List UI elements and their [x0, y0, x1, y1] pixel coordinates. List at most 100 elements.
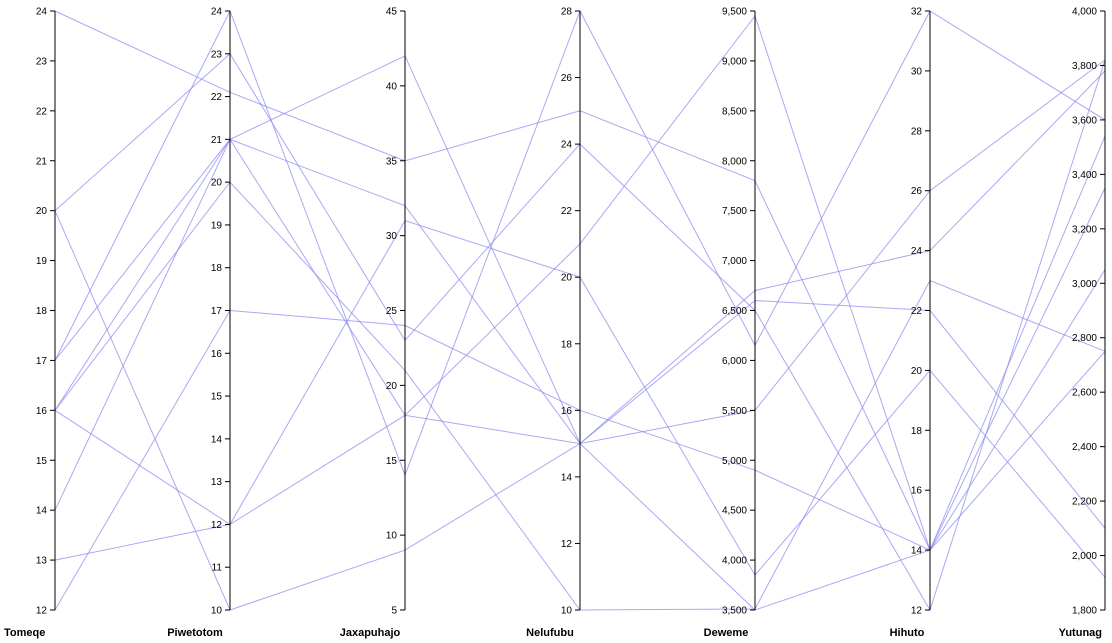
tick-label: 2,600 — [1072, 388, 1097, 399]
axis-label: Yutunag — [1059, 627, 1102, 639]
tick-label: 20 — [211, 178, 223, 189]
axis-tomeqe: 12 13 14 15 16 17 18 19 20 21 22 23 24 Tomeqe — [4, 7, 56, 639]
tick-label: 7,000 — [722, 256, 747, 267]
tick-label: 22 — [211, 92, 223, 103]
axis-label: Hihuto — [890, 627, 925, 639]
axis-label: Piwetotom — [167, 627, 223, 639]
tick-label: 7,500 — [722, 206, 747, 217]
tick-label: 28 — [911, 126, 923, 137]
tick-label: 5,000 — [722, 456, 747, 467]
tick-label: 6,500 — [722, 306, 747, 317]
tick-label: 24 — [211, 7, 223, 18]
tick-label: 22 — [36, 106, 48, 117]
tick-label: 20 — [36, 206, 48, 217]
tick-label: 18 — [211, 263, 223, 274]
tick-label: 3,400 — [1072, 170, 1097, 181]
tick-label: 16 — [211, 349, 223, 360]
tick-label: 20 — [561, 273, 573, 284]
axis-piwetotom: 10 11 12 13 14 15 16 17 18 19 20 21 22 23 24 Piwetotom — [167, 7, 231, 639]
tick-label: 22 — [911, 306, 923, 317]
tick-label: 16 — [911, 486, 923, 497]
tick-label: 14 — [911, 546, 923, 557]
tick-label: 30 — [911, 66, 923, 77]
tick-label: 30 — [386, 231, 398, 242]
tick-label: 3,600 — [1072, 115, 1097, 126]
tick-label: 3,500 — [722, 606, 747, 617]
tick-label: 9,500 — [722, 7, 747, 18]
tick-label: 26 — [911, 186, 923, 197]
tick-label: 5 — [391, 606, 397, 617]
tick-label: 17 — [36, 356, 48, 367]
tick-label: 20 — [386, 381, 398, 392]
tick-label: 18 — [36, 306, 48, 317]
tick-label: 15 — [386, 456, 398, 467]
tick-label: 13 — [36, 556, 48, 567]
axis-jaxapuhajo: 5 10 15 20 25 30 35 40 45 Jaxapuhajo — [340, 7, 406, 639]
tick-label: 18 — [911, 426, 923, 437]
tick-label: 2,400 — [1072, 442, 1097, 453]
axis-label: Deweme — [704, 627, 749, 639]
tick-label: 12 — [911, 606, 923, 617]
tick-label: 10 — [211, 606, 223, 617]
tick-label: 9,000 — [722, 56, 747, 67]
tick-label: 13 — [211, 477, 223, 488]
tick-label: 28 — [561, 7, 573, 18]
tick-label: 20 — [911, 366, 923, 377]
tick-label: 35 — [386, 156, 398, 167]
tick-label: 10 — [386, 531, 398, 542]
tick-label: 22 — [561, 206, 573, 217]
tick-label: 25 — [386, 306, 398, 317]
tick-label: 10 — [561, 606, 573, 617]
tick-label: 3,800 — [1072, 61, 1097, 72]
axis-label: Jaxapuhajo — [340, 627, 401, 639]
tick-label: 8,500 — [722, 106, 747, 117]
tick-label: 2,000 — [1072, 551, 1097, 562]
tick-label: 23 — [211, 49, 223, 60]
tick-label: 24 — [911, 246, 923, 257]
tick-label: 16 — [36, 406, 48, 417]
tick-label: 12 — [561, 539, 573, 550]
axis-label: Tomeqe — [4, 627, 45, 639]
axes-layer: 12 13 14 15 16 17 18 19 20 21 22 23 24 Tomeqe 10 11 12 13… — [4, 7, 1106, 639]
tick-label: 19 — [36, 256, 48, 267]
tick-label: 32 — [911, 7, 923, 18]
axis-deweme: 3,500 4,000 4,500 5,000 5,500 6,000 6,500 7,000… — [704, 7, 756, 639]
tick-label: 4,000 — [722, 556, 747, 567]
tick-label: 12 — [36, 606, 48, 617]
tick-label: 45 — [386, 7, 398, 18]
tick-label: 17 — [211, 306, 223, 317]
tick-label: 3,200 — [1072, 224, 1097, 235]
tick-label: 6,000 — [722, 356, 747, 367]
axis-hihuto: 12 14 16 18 20 22 24 26 28 30 32 Hihuto — [890, 7, 931, 639]
tick-label: 18 — [561, 339, 573, 350]
tick-label: 5,500 — [722, 406, 747, 417]
tick-label: 4,500 — [722, 506, 747, 517]
tick-label: 4,000 — [1072, 7, 1097, 18]
tick-label: 21 — [36, 156, 48, 167]
tick-label: 8,000 — [722, 156, 747, 167]
axis-label: Nelufubu — [526, 627, 574, 639]
tick-label: 15 — [36, 456, 48, 467]
tick-label: 14 — [36, 506, 48, 517]
tick-label: 40 — [386, 81, 398, 92]
tick-label: 2,800 — [1072, 333, 1097, 344]
tick-label: 1,800 — [1072, 606, 1097, 617]
tick-label: 11 — [212, 563, 223, 574]
tick-label: 3,000 — [1072, 279, 1097, 290]
tick-label: 24 — [561, 140, 573, 151]
tick-label: 2,200 — [1072, 497, 1097, 508]
tick-label: 19 — [211, 220, 223, 231]
tick-label: 16 — [561, 406, 573, 417]
axis-nelufubu: 10 12 14 16 18 20 22 24 26 28 Nelufubu — [526, 7, 581, 639]
tick-label: 21 — [211, 135, 223, 146]
tick-label: 26 — [561, 73, 573, 84]
tick-label: 23 — [36, 56, 48, 67]
tick-label: 14 — [211, 434, 223, 445]
tick-label: 12 — [211, 520, 223, 531]
tick-label: 24 — [36, 7, 48, 18]
tick-label: 14 — [561, 472, 573, 483]
axis-yutunag: 1,800 2,000 2,200 2,400 2,600 2,800 3,000 3,200… — [1059, 7, 1106, 639]
tick-label: 15 — [211, 392, 223, 403]
